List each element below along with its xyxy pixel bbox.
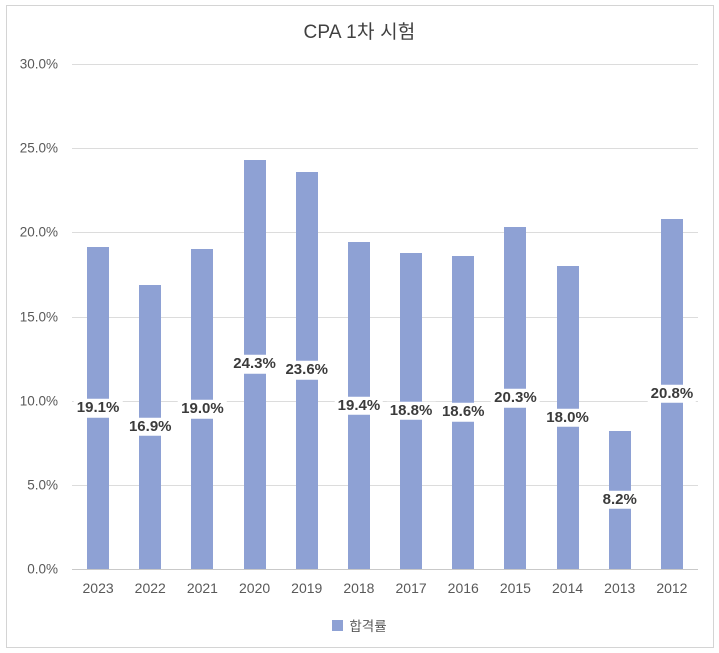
legend: 합격률	[0, 615, 719, 635]
value-label-2021: 19.0%	[178, 399, 227, 419]
legend-swatch-icon	[332, 619, 344, 631]
y-tick-label: 10.0%	[19, 393, 58, 409]
gridline	[72, 232, 698, 234]
bar-slot: 20.8%	[646, 64, 698, 569]
x-tick-label-2013: 2013	[604, 580, 636, 596]
bar-slot: 8.2%	[594, 64, 646, 569]
x-tick-label-2020: 2020	[239, 580, 271, 596]
value-label-2015: 20.3%	[491, 388, 540, 408]
gridline	[72, 316, 698, 318]
value-label-2012: 20.8%	[647, 384, 697, 404]
x-tick-label-2019: 2019	[291, 580, 323, 596]
y-tick-label: 20.0%	[19, 224, 58, 240]
value-label-2019: 23.6%	[282, 361, 332, 380]
y-tick-label: 5.0%	[27, 477, 58, 493]
bar-slot: 16.9%	[124, 64, 176, 569]
bar-slot: 18.6%	[437, 64, 489, 569]
plot-area: 19.1% 16.9% 19.0% 24.3% 23.6% 19.4% 18.8% 18.6%…	[72, 64, 698, 570]
value-label-2017: 18.8%	[386, 401, 436, 421]
x-tick-label-2017: 2017	[395, 580, 427, 596]
gridline	[72, 484, 698, 486]
bar-slot: 19.1%	[72, 64, 124, 569]
value-label-2020: 24.3%	[230, 355, 279, 374]
y-axis-labels: 0.0% 5.0% 10.0% 15.0% 20.0% 25.0% 30.0%	[0, 57, 58, 577]
legend-label: 합격률	[349, 619, 387, 634]
bar-slot: 23.6%	[281, 64, 333, 569]
y-tick-label: 25.0%	[19, 140, 58, 156]
value-label-2013: 8.2%	[599, 490, 640, 510]
y-tick-label: 15.0%	[19, 309, 58, 324]
gridline	[72, 148, 698, 150]
x-tick-label-2012: 2012	[656, 580, 688, 596]
x-tick-label-2022: 2022	[134, 580, 166, 596]
gridline	[72, 64, 698, 65]
bar-slot: 18.8%	[385, 64, 437, 569]
bar-slot: 18.0%	[542, 64, 594, 569]
y-tick-label: 0.0%	[27, 561, 58, 577]
value-label-2016: 18.6%	[438, 403, 488, 422]
x-tick-label-2015: 2015	[499, 580, 531, 596]
y-tick-label: 30.0%	[19, 56, 58, 72]
bar-slot: 19.0%	[176, 64, 228, 569]
x-axis-labels: 2023 2022 2021 2020 2019 2018 2017 2016 2015 2014…	[72, 580, 698, 600]
bar-slot: 24.3%	[229, 64, 281, 569]
value-label-2022: 16.9%	[125, 417, 175, 436]
x-tick-label-2014: 2014	[552, 580, 584, 596]
value-label-2014: 18.0%	[543, 408, 592, 427]
value-label-2023: 19.1%	[73, 398, 123, 418]
gridline	[72, 400, 698, 402]
x-tick-label-2016: 2016	[447, 580, 479, 596]
bar-slot: 20.3%	[489, 64, 541, 569]
x-axis-line	[72, 569, 698, 570]
x-tick-label-2023: 2023	[82, 580, 114, 596]
bar-slot: 19.4%	[333, 64, 385, 569]
chart-title: CPA 1차 시험	[303, 22, 416, 43]
value-label-2018: 19.4%	[334, 396, 384, 415]
x-tick-label-2018: 2018	[343, 580, 375, 596]
x-tick-label-2021: 2021	[186, 580, 218, 596]
